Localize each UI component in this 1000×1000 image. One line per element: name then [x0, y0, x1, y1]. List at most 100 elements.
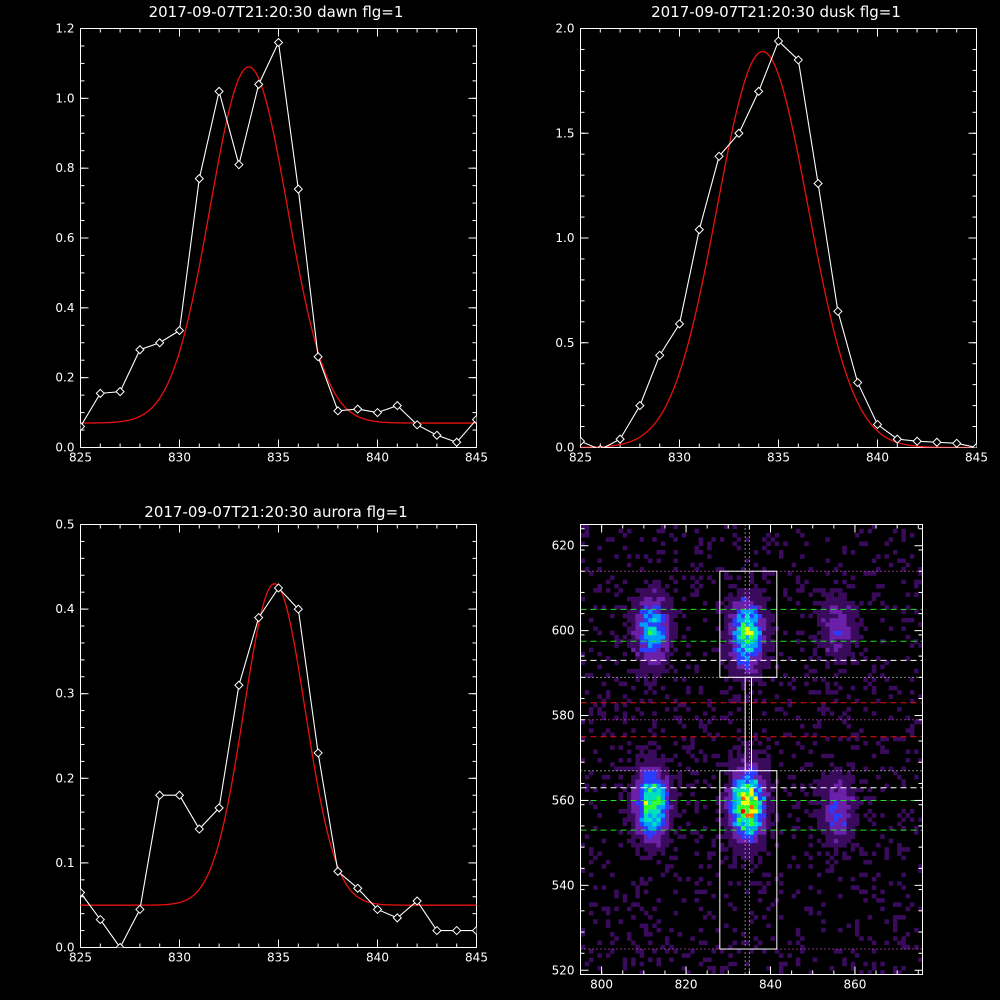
intensity-pixel	[664, 592, 670, 597]
intensity-pixel	[715, 762, 721, 767]
intensity-pixel	[664, 949, 670, 954]
intensity-pixel	[833, 660, 839, 665]
intensity-pixel	[825, 596, 830, 602]
intensity-pixel	[838, 766, 843, 772]
intensity-pixel	[652, 719, 657, 725]
intensity-pixel	[757, 766, 763, 772]
intensity-pixel	[584, 524, 590, 530]
intensity-pixel	[593, 855, 598, 861]
intensity-pixel	[762, 885, 767, 890]
intensity-pixel	[728, 685, 733, 691]
intensity-pixel	[749, 596, 754, 602]
dusk-panel: 2017-09-07T21:20:30 dusk flg=1 825 830 835…	[555, 3, 988, 465]
intensity-pixel	[732, 524, 738, 530]
intensity-pixel	[648, 774, 653, 780]
intensity-pixel	[728, 617, 733, 623]
intensity-pixel	[580, 736, 586, 742]
intensity-pixel	[724, 656, 729, 661]
intensity-pixel	[876, 898, 881, 903]
intensity-pixel	[648, 558, 653, 564]
intensity-pixel	[732, 796, 738, 801]
intensity-pixel	[740, 821, 746, 827]
intensity-pixel	[846, 813, 852, 818]
intensity-pixel	[829, 592, 835, 597]
intensity-pixel	[618, 681, 624, 687]
intensity-pixel	[914, 609, 919, 614]
intensity-pixel	[833, 613, 839, 619]
intensity-pixel	[664, 830, 670, 835]
intensity-pixel	[698, 876, 704, 882]
intensity-pixel	[892, 549, 898, 555]
intensity-pixel	[724, 770, 729, 776]
intensity-pixel	[791, 677, 797, 682]
intensity-pixel	[888, 685, 894, 691]
intensity-pixel	[871, 961, 877, 967]
intensity-pixel	[694, 838, 700, 844]
intensity-pixel	[854, 630, 860, 636]
intensity-pixel	[749, 919, 754, 924]
intensity-pixel	[854, 800, 860, 805]
intensity-pixel	[821, 783, 826, 789]
intensity-pixel	[854, 796, 860, 801]
intensity-pixel	[854, 923, 860, 929]
intensity-pixel	[770, 834, 776, 839]
intensity-pixel	[702, 617, 708, 623]
intensity-pixel	[749, 660, 754, 665]
intensity-pixel	[736, 808, 742, 814]
intensity-pixel	[854, 885, 860, 890]
intensity-pixel	[871, 966, 877, 971]
intensity-pixel	[766, 770, 771, 776]
data-point-marker	[273, 583, 284, 593]
intensity-pixel	[626, 817, 632, 822]
intensity-pixel	[753, 698, 759, 704]
intensity-pixel	[664, 605, 670, 610]
intensity-pixel	[601, 838, 607, 844]
intensity-pixel	[648, 656, 653, 661]
intensity-pixel	[736, 673, 742, 678]
intensity-pixel	[639, 881, 645, 886]
intensity-pixel	[690, 791, 695, 797]
intensity-pixel	[643, 668, 649, 674]
intensity-pixel	[762, 711, 767, 716]
intensity-pixel	[850, 813, 856, 818]
intensity-pixel	[770, 800, 776, 805]
intensity-pixel	[745, 656, 750, 661]
intensity-pixel	[745, 940, 750, 946]
intensity-pixel	[664, 600, 670, 606]
intensity-pixel	[816, 783, 822, 789]
intensity-pixel	[660, 664, 666, 670]
intensity-pixel	[816, 690, 822, 695]
y-tick-label: 0.2	[55, 771, 74, 785]
intensity-pixel	[639, 825, 645, 831]
intensity-pixel	[652, 647, 657, 653]
intensity-pixel	[724, 647, 729, 653]
intensity-pixel	[707, 554, 712, 559]
intensity-pixel	[833, 626, 839, 631]
intensity-pixel	[732, 855, 738, 861]
intensity-pixel	[804, 664, 809, 670]
intensity-pixel	[816, 787, 822, 793]
region-box	[744, 676, 753, 772]
intensity-pixel	[880, 889, 885, 895]
intensity-pixel	[745, 808, 750, 814]
intensity-pixel	[669, 804, 674, 810]
data-point-marker	[135, 345, 145, 355]
intensity-pixel	[762, 825, 767, 831]
intensity-pixel	[719, 949, 725, 954]
intensity-pixel	[762, 575, 767, 580]
intensity-pixel	[757, 677, 763, 682]
intensity-pixel	[880, 745, 885, 750]
intensity-pixel	[812, 732, 818, 738]
intensity-pixel	[808, 885, 814, 890]
intensity-pixel	[812, 800, 818, 805]
intensity-pixel	[825, 821, 830, 827]
intensity-pixel	[614, 766, 619, 772]
intensity-pixel	[724, 613, 729, 619]
intensity-pixel	[588, 770, 594, 776]
intensity-pixel	[669, 808, 674, 814]
intensity-pixel	[728, 609, 733, 614]
intensity-pixel	[736, 749, 742, 755]
intensity-pixel	[745, 889, 750, 895]
intensity-pixel	[605, 656, 611, 661]
intensity-pixel	[914, 579, 919, 585]
